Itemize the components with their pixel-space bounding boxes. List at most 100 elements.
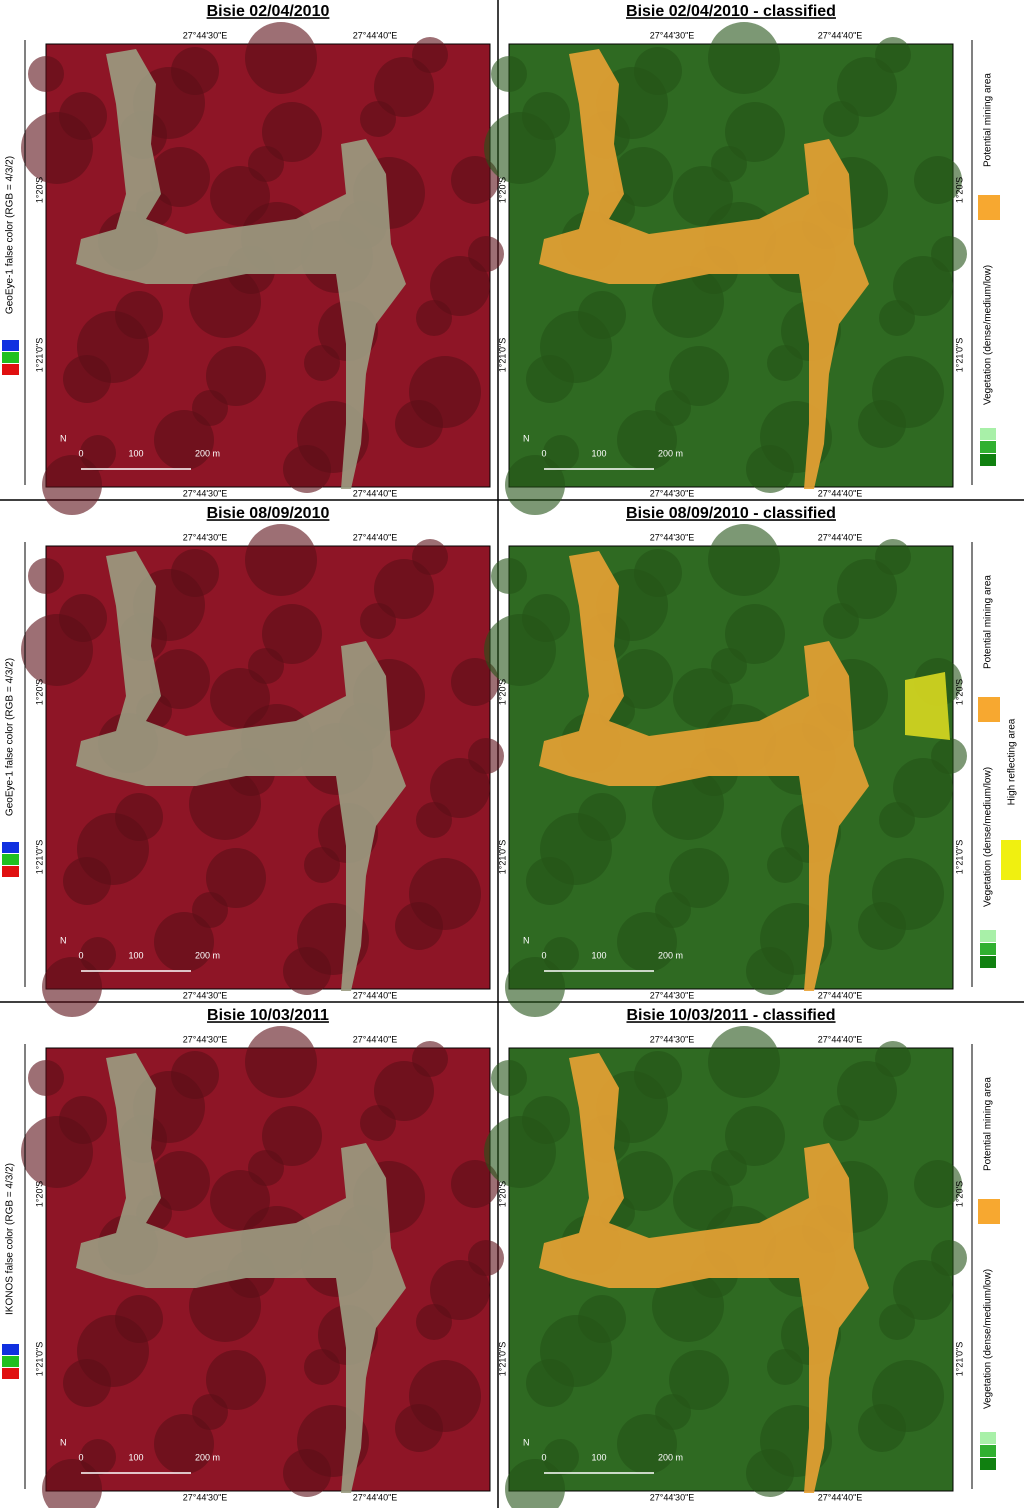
veg-swatch: [980, 1432, 996, 1444]
map: N 0 100 200 m: [21, 524, 504, 1017]
lat-label: 1°20'S: [34, 177, 44, 203]
texture: [42, 1459, 102, 1508]
texture: [893, 1260, 953, 1320]
north-arrow: N: [523, 1437, 530, 1447]
lon-label: 27°44'40"E: [818, 1492, 863, 1502]
texture: [491, 558, 527, 594]
lat-label: 1°21'0"S: [954, 1342, 964, 1377]
texture: [725, 604, 785, 664]
texture: [914, 156, 962, 204]
lat-label: 1°21'0"S: [954, 840, 964, 875]
map: N 0 100 200 m: [21, 1026, 504, 1508]
texture: [115, 793, 163, 841]
lon-label: 27°44'30"E: [183, 532, 228, 542]
lon-label: 27°44'40"E: [353, 488, 398, 498]
north-arrow: N: [523, 433, 530, 443]
texture: [412, 1041, 448, 1077]
texture: [430, 256, 490, 316]
lat-label: 1°21'0"S: [954, 338, 964, 373]
texture: [708, 1026, 780, 1098]
texture: [150, 1151, 210, 1211]
texture: [430, 1260, 490, 1320]
texture: [522, 1096, 570, 1144]
texture: [412, 539, 448, 575]
lat-label: 1°21'0"S: [497, 338, 507, 373]
map: N 0 100 200 m: [484, 22, 967, 515]
band-swatch: [2, 1356, 19, 1367]
texture: [28, 558, 64, 594]
mining-area: [539, 49, 869, 489]
lon-label: 27°44'40"E: [818, 488, 863, 498]
texture: [451, 1160, 499, 1208]
texture: [245, 524, 317, 596]
texture: [491, 56, 527, 92]
legend-label: Vegetation (dense/medium/low): [983, 265, 994, 405]
texture: [837, 1061, 897, 1121]
texture: [115, 291, 163, 339]
texture: [80, 1439, 116, 1475]
texture: [154, 410, 214, 470]
lat-label: 1°21'0"S: [497, 1342, 507, 1377]
scale-label: 0: [541, 448, 546, 458]
texture: [613, 649, 673, 709]
texture: [837, 559, 897, 619]
texture: [669, 346, 729, 406]
legend-label: Potential mining area: [983, 73, 994, 167]
scale-label: 100: [591, 950, 606, 960]
texture: [171, 549, 219, 597]
texture: [374, 57, 434, 117]
mining-swatch: [978, 697, 1000, 722]
legend-label: Vegetation (dense/medium/low): [983, 1269, 994, 1409]
lon-label: 27°44'40"E: [818, 532, 863, 542]
lat-label: 1°20'S: [497, 177, 507, 203]
lat-label: 1°21'0"S: [34, 840, 44, 875]
texture: [931, 738, 967, 774]
panel-title: Bisie 10/03/2011 - classified: [626, 1007, 835, 1024]
texture: [206, 848, 266, 908]
panel-title: Bisie 08/09/2010 - classified: [626, 505, 836, 522]
texture: [80, 937, 116, 973]
texture: [468, 236, 504, 272]
lon-label: 27°44'40"E: [353, 30, 398, 40]
north-arrow: N: [60, 1437, 67, 1447]
scale-label: 200 m: [658, 448, 683, 458]
lon-label: 27°44'40"E: [353, 990, 398, 1000]
texture: [505, 957, 565, 1017]
texture: [875, 539, 911, 575]
texture: [412, 37, 448, 73]
texture: [80, 435, 116, 471]
scale-label: 100: [591, 1452, 606, 1462]
mining-area: [539, 551, 869, 991]
texture: [245, 22, 317, 94]
texture: [451, 156, 499, 204]
band-swatch: [2, 340, 19, 351]
lon-label: 27°44'40"E: [353, 1492, 398, 1502]
legend-label: Potential mining area: [983, 1077, 994, 1171]
north-arrow: N: [523, 935, 530, 945]
texture: [59, 594, 107, 642]
texture: [708, 22, 780, 94]
lat-label: 1°20'S: [497, 1181, 507, 1207]
panel-title: Bisie 02/04/2010 - classified: [626, 3, 836, 20]
lon-label: 27°44'40"E: [818, 990, 863, 1000]
scale-label: 200 m: [195, 950, 220, 960]
lon-label: 27°44'40"E: [818, 30, 863, 40]
texture: [150, 147, 210, 207]
texture: [374, 1061, 434, 1121]
texture: [115, 1295, 163, 1343]
texture: [468, 1240, 504, 1276]
north-arrow: N: [60, 433, 67, 443]
mining-area: [76, 1053, 406, 1493]
lon-label: 27°44'30"E: [183, 30, 228, 40]
lon-label: 27°44'30"E: [650, 990, 695, 1000]
texture: [42, 957, 102, 1017]
texture: [543, 937, 579, 973]
scale-label: 100: [128, 1452, 143, 1462]
texture: [59, 92, 107, 140]
panel-title: Bisie 02/04/2010: [207, 3, 330, 20]
sensor-label: GeoEye-1 false color (RGB = 4/3/2): [5, 156, 16, 314]
texture: [634, 47, 682, 95]
lon-label: 27°44'30"E: [650, 30, 695, 40]
texture: [206, 346, 266, 406]
legend-label: Potential mining area: [983, 575, 994, 669]
